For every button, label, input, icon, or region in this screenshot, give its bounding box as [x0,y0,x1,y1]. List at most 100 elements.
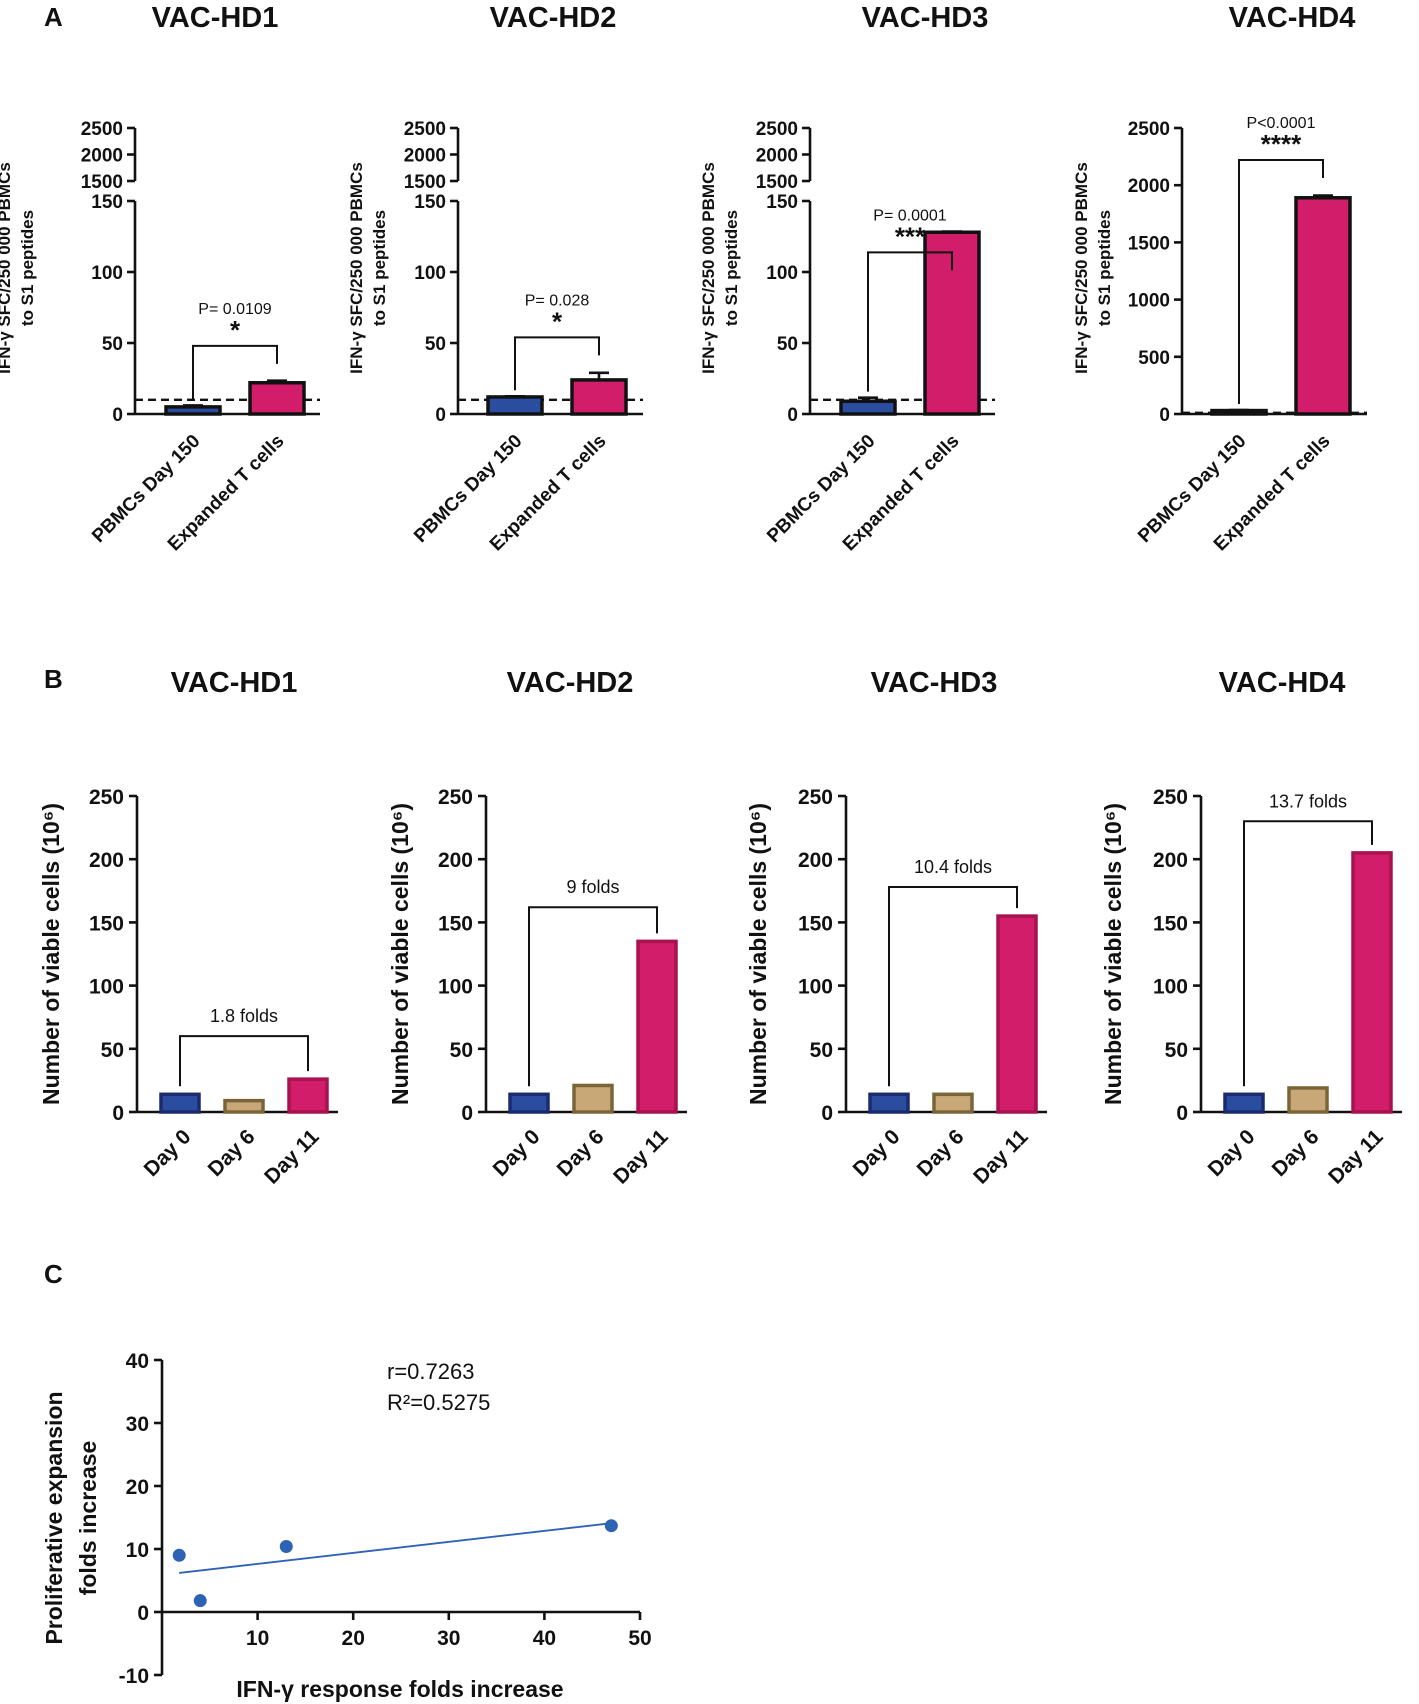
significance-bracket [192,344,278,400]
fold-bracket [179,1035,309,1087]
y-axis-label: IFN-γ SFC/250 000 PBMCs [0,162,14,374]
x-tick-label: 40 [533,1627,556,1650]
x-tick-label: Day 6 [553,1125,609,1181]
x-tick-label: Day 11 [260,1125,324,1189]
chart-title: VAC-HD2 [507,667,634,699]
y-tick-label: 2500 [1128,119,1170,140]
x-tick-label: 10 [246,1627,269,1650]
x-tick-label: Day 6 [204,1125,260,1181]
y-tick-label: 100 [798,976,833,999]
correlation-r: r=0.7263 [387,1359,474,1384]
x-tick-label: Day 11 [1324,1125,1388,1189]
y-tick-label: 50 [1165,1039,1188,1062]
data-point [279,1539,293,1553]
y-axis-label: to S1 peptides [18,210,37,326]
fold-bracket [888,886,1018,1087]
y-tick-label: -10 [119,1665,149,1688]
y-tick-label: 200 [1153,849,1188,872]
y-tick-label: 0 [1159,405,1170,426]
bar [868,1092,910,1114]
y-tick-label: 150 [91,192,123,213]
x-tick-label: 50 [628,1627,651,1650]
x-tick-label: Day 11 [609,1125,673,1189]
y-axis-label: folds increase [75,1441,101,1596]
chart-a3: VAC-HD3 IFN-γ SFC/250 000 PBMCs to S1 pept… [699,2,995,555]
y-tick-label: 1000 [1128,291,1170,312]
y-tick-label: 200 [89,849,124,872]
y-tick-label: 1500 [404,172,446,193]
y-tick-label: 2000 [756,146,798,167]
chart-title: VAC-HD1 [171,667,298,699]
y-tick-label: 0 [112,1102,124,1125]
bar [164,405,222,416]
y-tick-label: 50 [777,334,798,355]
chart-b1: VAC-HD1 Number of viable cells (10⁶) 0 50 10… [38,667,338,1189]
y-tick-label: 2500 [404,119,446,140]
panel-label-b: B [44,664,63,694]
y-axis-label: IFN-γ SFC/250 000 PBMCs [699,162,718,374]
y-tick-label: 0 [821,1102,833,1125]
x-tick-label: Day 0 [849,1125,905,1181]
x-tick-label: Day 6 [1268,1125,1324,1181]
y-tick-label: 250 [1153,786,1188,809]
chart-title: VAC-HD4 [1229,2,1356,34]
bar [1294,196,1352,416]
fold-annotation: 1.8 folds [210,1006,278,1026]
y-axis-label: Proliferative expansion [41,1391,67,1644]
bar [248,381,306,416]
bar [1287,1086,1329,1114]
chart-a2: VAC-HD2 IFN-γ SFC/250 000 PBMCs to S1 pept… [347,2,643,555]
bar [486,395,544,416]
y-tick-label: 40 [126,1350,149,1373]
chart-b2: VAC-HD2 Number of viable cells (10⁶) 0 50 10… [387,667,687,1189]
bar [572,1083,614,1114]
p-value-label: P= 0.0109 [198,301,272,318]
y-axis-label: Number of viable cells (10⁶) [745,803,771,1105]
y-tick-label: 2000 [404,146,446,167]
y-tick-label: 250 [438,786,473,809]
panel-label-c: C [44,1259,63,1289]
fold-annotation: 9 folds [566,877,619,897]
p-value-label: P<0.0001 [1247,115,1316,132]
p-value-label: P= 0.0001 [873,207,947,224]
y-tick-label: 2500 [756,119,798,140]
significance-stars: *** [895,221,926,251]
chart-title: VAC-HD1 [152,2,279,34]
y-tick-label: 2500 [81,119,123,140]
fold-bracket [1243,820,1373,1087]
significance-bracket [1238,159,1324,404]
y-tick-label: 150 [89,912,124,935]
data-point [604,1519,618,1533]
y-axis-label: IFN-γ SFC/250 000 PBMCs [347,162,366,374]
fold-annotation: 13.7 folds [1269,791,1347,811]
y-tick-label: 1500 [1128,233,1170,254]
y-axis-label: to S1 peptides [722,210,741,326]
y-tick-label: 150 [438,912,473,935]
x-tick-label: Day 6 [913,1125,969,1181]
y-axis-label: Number of viable cells (10⁶) [387,803,413,1105]
y-tick-label: 50 [450,1039,473,1062]
y-tick-label: 200 [798,849,833,872]
x-tick-label: Day 0 [489,1125,545,1181]
panel-label-a: A [44,2,63,32]
fold-bracket [528,906,658,1087]
y-tick-label: 150 [766,192,798,213]
bar [223,1098,265,1114]
y-tick-label: 150 [798,912,833,935]
x-tick-label: 20 [342,1627,365,1650]
bar [287,1077,329,1114]
y-axis-label: to S1 peptides [1095,210,1114,326]
bar [570,378,628,416]
significance-bracket [514,336,600,391]
y-tick-label: 250 [89,786,124,809]
chart-title: VAC-HD3 [871,667,998,699]
significance-stars: **** [1261,129,1302,159]
bar [1351,851,1393,1114]
bar [636,939,678,1114]
y-axis-label: Number of viable cells (10⁶) [1100,803,1126,1105]
y-tick-label: 100 [766,263,798,284]
x-tick-label: Day 0 [140,1125,196,1181]
x-tick-label: 30 [437,1627,460,1650]
